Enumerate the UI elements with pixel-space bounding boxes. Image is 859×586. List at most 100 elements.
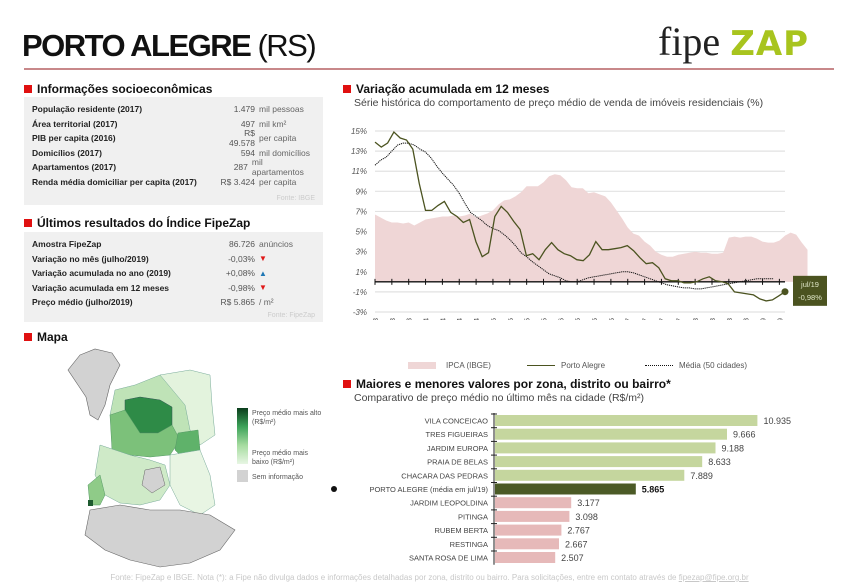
socio-row: Área territorial (2017) 497 mil km² [32,117,315,132]
map-region-dark-spot [88,500,93,506]
x-tick-label: set/14 [455,318,464,320]
x-tick-label: dez/15 [540,318,549,320]
logo-zap: ZAP [730,24,810,64]
bar-value-label: 10.935 [763,416,791,426]
x-tick-label: dez/13 [405,318,414,320]
bar-category-label: TRES FIGUEIRAS [425,430,488,439]
bar-category-label: PITINGA [458,512,488,521]
x-tick-label: dez/17 [674,318,683,320]
bar-value-label: 2.507 [561,553,584,563]
y-tick-label: 11% [352,167,367,176]
index-row-label: Variação no mês (julho/2019) [32,253,149,264]
section-bullet-icon [24,85,32,93]
x-tick-label: set/18 [725,318,734,320]
x-tick-label: mar/17 [624,318,633,320]
bar-category-label: VILA CONCEICAO [425,417,489,426]
socio-row-value: 1.479 [233,104,255,115]
series-porto-alegre-line [374,130,786,302]
x-tick-label: mar/15 [489,318,498,320]
index-row-label: Amostra FipeZap [32,239,102,250]
footer-email-link[interactable]: fipezap@fipe.org.br [678,573,749,582]
y-tick-label: 3% [355,248,367,257]
x-tick-label: set/16 [590,318,599,320]
index-row-value: R$ 5.865 [220,297,256,308]
socio-row-label: Área territorial (2017) [32,118,118,129]
socio-row-unit: per capita [259,176,297,187]
socio-row-label: População residente (2017) [32,104,143,115]
city-name: PORTO ALEGRE [22,28,252,63]
map-region-south [84,504,236,568]
socio-row-unit: mil apartamentos [251,157,304,178]
state-code: (RS) [257,28,316,63]
y-tick-label: -3% [353,308,367,317]
map-legend-low: Preço médio mais baixo (R$/m²) [252,450,309,466]
triangle-down-icon: ▼ [259,254,267,264]
fipezap-logo: fipe ZAP [658,18,810,64]
line-chart: 15% 13% 11% 9% 7% 5% 3% 1% -1% -3% jul/19 -0,98% jun… [351,127,827,320]
bar-low [495,497,572,509]
legend-porto-alegre-label: Porto Alegre [561,361,606,370]
x-tick-label: set/15 [523,318,532,320]
socio-row-value: 497 [240,118,255,129]
section-bullet-icon [343,85,351,93]
socio-row-unit: mil pessoas [259,104,304,115]
legend-ipca-label: IPCA (IBGE) [446,361,491,370]
socio-row-label: Domicílios (2017) [32,147,102,158]
index-title-text: Últimos resultados do Índice FipeZap [37,216,251,230]
socio-source: Fonte: IBGE [276,195,315,202]
socio-row-value: 287 [233,162,248,173]
index-row-unit: anúncios [259,239,294,250]
index-row: Variação acumulada em 12 meses -0,98% ▼ [32,281,315,296]
annotation-value: -0,98% [798,293,822,302]
last-point-marker [781,288,789,296]
footer-text: Fonte: FipeZap e IBGE. Nota (*): a Fipe … [110,573,679,582]
socio-row-value: R$ 49.578 [229,128,255,149]
legend-ipca-swatch [408,362,436,369]
index-row-value: +0,08% [225,268,255,279]
legend-media-label: Média (50 cidades) [679,361,748,370]
map-region-north [159,369,216,446]
socio-section-title: Informações socioeconômicas [24,82,212,96]
index-section-title: Últimos resultados do Índice FipeZap [24,216,250,230]
bar-low [495,510,570,522]
section-bullet-icon [343,380,351,388]
socio-row: Renda média domiciliar per capita (2017)… [32,175,315,190]
socio-row: Apartamentos (2017) 287 mil apartamentos [32,157,315,178]
index-panel: Amostra FipeZap 86.726 anúncios Variação no… [24,232,323,322]
triangle-up-icon: ▲ [259,268,267,278]
x-tick-label: dez/14 [472,318,481,320]
bar-value-label: 9.188 [722,443,745,453]
x-tick-label: jun/13 [371,318,380,320]
socio-row-unit: mil km² [259,118,287,129]
socio-title-text: Informações socioeconômicas [37,82,213,96]
socio-row-unit: per capita [259,133,297,144]
index-source: Fonte: FipeZap [267,312,315,319]
socio-row-unit: mil domicílios [259,147,311,158]
bar-value-label: 3.098 [575,512,598,522]
map-title-text: Mapa [37,330,68,344]
y-tick-label: -1% [353,288,367,297]
header-divider [24,68,834,70]
bar-value-label: 7.889 [690,471,713,481]
bar-value-label: 8.633 [708,457,731,467]
annotation-date: jul/19 [800,280,819,289]
bar-low [495,524,562,536]
y-tick-label: 13% [351,147,367,156]
series-ipca-area [375,174,808,282]
bar-value-label: 2.667 [565,539,588,549]
map-region-east-light [169,449,216,516]
x-tick-label: mar/19 [759,318,768,320]
x-tick-label: dez/18 [742,318,751,320]
bar-category-label: PORTO ALEGRE (média em jul/19) [369,485,488,494]
section-bullet-icon [24,333,32,341]
map-legend-high: Preço médio mais alto (R$/m²) [252,410,322,426]
index-row: Variação no mês (julho/2019) -0,03% ▼ [32,252,315,267]
bar-category-label: PRAIA DE BELAS [427,458,488,467]
x-tick-label: dez/16 [607,318,616,320]
series-media-line [374,142,774,290]
y-tick-label: 5% [355,228,367,237]
socio-panel: População residente (2017) 1.479 mil pesso… [24,97,323,205]
line-section-title: Variação acumulada em 12 meses [343,82,549,96]
bar-category-label: RESTINGA [450,540,488,549]
bar-chart: VILA CONCEICAO 10.935 TRES FIGUEIRAS 9.666 J… [331,413,791,565]
